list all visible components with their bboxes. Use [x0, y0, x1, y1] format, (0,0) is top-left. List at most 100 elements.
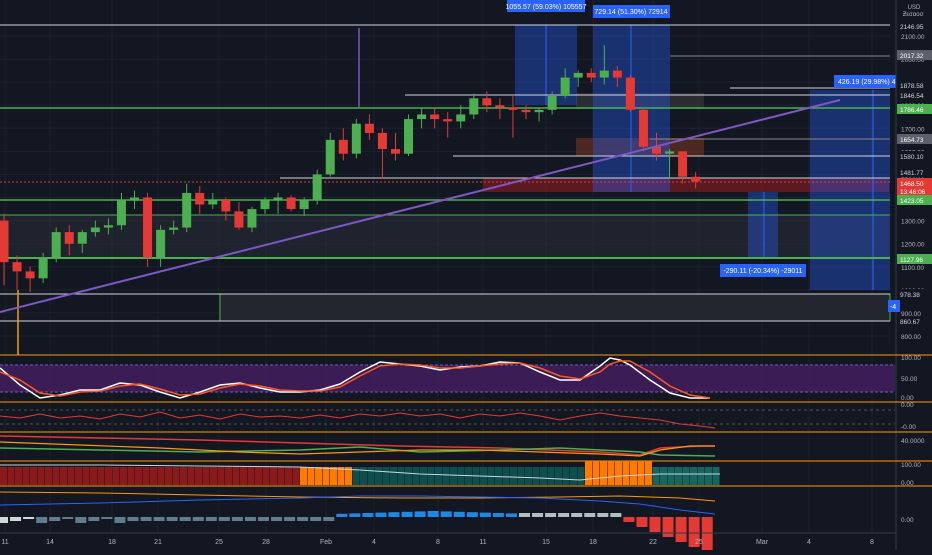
macd-bar: [662, 517, 674, 537]
candle-body: [691, 176, 701, 182]
candle-body: [652, 146, 661, 154]
price-level-text: 978.38: [900, 292, 920, 299]
osc4-bar: [667, 467, 675, 485]
candle-body: [404, 119, 414, 154]
osc4-bar: [37, 467, 45, 485]
macd-bar: [636, 517, 648, 527]
price-level-tag: [897, 186, 932, 196]
time-axis-label: 18: [589, 539, 597, 546]
osc4-bar: [652, 467, 660, 485]
candles[interactable]: [0, 45, 701, 293]
candle-body: [351, 123, 361, 154]
macd-bar: [701, 517, 713, 552]
candle-body: [508, 107, 518, 110]
osc-tick-label: 0.00: [901, 517, 914, 524]
osc4-bar: [270, 467, 277, 485]
candle-body: [625, 77, 635, 110]
osc4-bar: [165, 467, 172, 485]
price-level-text: 1127.96: [900, 257, 923, 264]
measure-box-3[interactable]: [810, 90, 890, 290]
candle-body: [482, 98, 492, 106]
macd-bar: [127, 517, 139, 521]
dmi-plus-line: [0, 435, 715, 456]
price-level-labels: 2146.95 2017.32 1878.58 1846.54 1786.46 1654.…: [897, 21, 932, 326]
macd-bar: [440, 511, 452, 517]
time-axis-label: 14: [46, 539, 54, 546]
stoch-d-line: [0, 360, 711, 399]
macd-bar: [258, 517, 269, 521]
macd-bar: [532, 513, 544, 517]
candle-body: [534, 109, 544, 113]
osc4-bar: [555, 467, 562, 485]
macd-bar: [479, 512, 491, 517]
osc4-bar: [315, 467, 322, 485]
osc4-bar: [60, 467, 67, 485]
osc4-bar: [300, 467, 307, 485]
candle-body: [221, 199, 231, 212]
osc2-line: [0, 411, 716, 429]
adx-line: [0, 441, 715, 457]
price-level-text: 1468.50: [900, 181, 924, 188]
dmi-minus-line: [0, 446, 716, 457]
macd-bar: [545, 513, 557, 517]
osc4-bar: [607, 461, 615, 485]
osc4-bar: [352, 467, 360, 485]
price-level-tag: [897, 151, 932, 161]
osc4-bar: [307, 467, 315, 485]
svg-text:-290.11 (-20.34%) -29011: -290.11 (-20.34%) -29011: [723, 268, 802, 275]
osc4-bar: [225, 467, 232, 485]
macd-bar: [205, 517, 217, 521]
currency-code: Ƶεσαοσ: [903, 12, 924, 18]
osc4-bar: [240, 467, 247, 485]
candle-body: [38, 257, 48, 279]
osc4-bar: [690, 467, 697, 485]
time-axis[interactable]: 11 14 18 21 25 28 Feb 4 8 11 15 18 22 25 Mar 4 8: [1, 539, 874, 546]
time-axis-label: Feb: [320, 539, 332, 546]
osc4-bar: [367, 467, 375, 485]
candle-body: [77, 232, 87, 244]
macd-bar: [675, 517, 687, 542]
macd-bar: [284, 517, 296, 521]
gray-zone: [576, 93, 704, 109]
candle-body: [377, 132, 387, 150]
osc4-bar: [255, 467, 262, 485]
trendline[interactable]: [0, 99, 841, 313]
candle-body: [234, 211, 244, 228]
osc4-bar: [570, 467, 577, 485]
price-tick-label: 1100.00: [901, 265, 924, 272]
osc4-bar: [547, 467, 555, 485]
osc4-bar: [217, 467, 225, 485]
osc4-bar: [382, 467, 390, 485]
osc4-bar: [322, 467, 330, 485]
measure-box-4[interactable]: [748, 192, 778, 258]
osc4-bar: [7, 467, 15, 485]
osc4-bar: [660, 467, 667, 485]
price-level-tag: [897, 80, 932, 90]
osc-tick-label: 40.0000: [901, 438, 925, 445]
macd-signal-line: [0, 491, 716, 502]
candle-body: [286, 197, 296, 210]
candle-body: [130, 197, 139, 200]
macd-bar: [362, 513, 374, 517]
macd-bar: [23, 517, 35, 519]
price-level-tag: [897, 21, 932, 31]
price-tick-label: 1700.00: [901, 126, 925, 133]
macd-bar: [505, 513, 517, 517]
macd-bar: [453, 511, 465, 517]
candle-body: [547, 96, 557, 110]
price-tick-label: 2000.00: [901, 57, 925, 64]
osc4-bar: [600, 461, 607, 485]
macd-bar: [427, 511, 439, 517]
time-axis-label: 8: [436, 539, 440, 546]
candle-body: [116, 199, 126, 226]
price-level-tag: [897, 316, 932, 326]
osc-tick-label: 100.00: [901, 462, 921, 469]
time-axis-label: 25: [695, 539, 703, 546]
osc4-bar: [397, 467, 405, 485]
macd-bar: [388, 512, 400, 517]
candle-body: [391, 149, 400, 154]
candle-body: [495, 105, 505, 108]
osc-tick-label: 0.00: [901, 395, 914, 402]
candle-body: [182, 192, 192, 228]
